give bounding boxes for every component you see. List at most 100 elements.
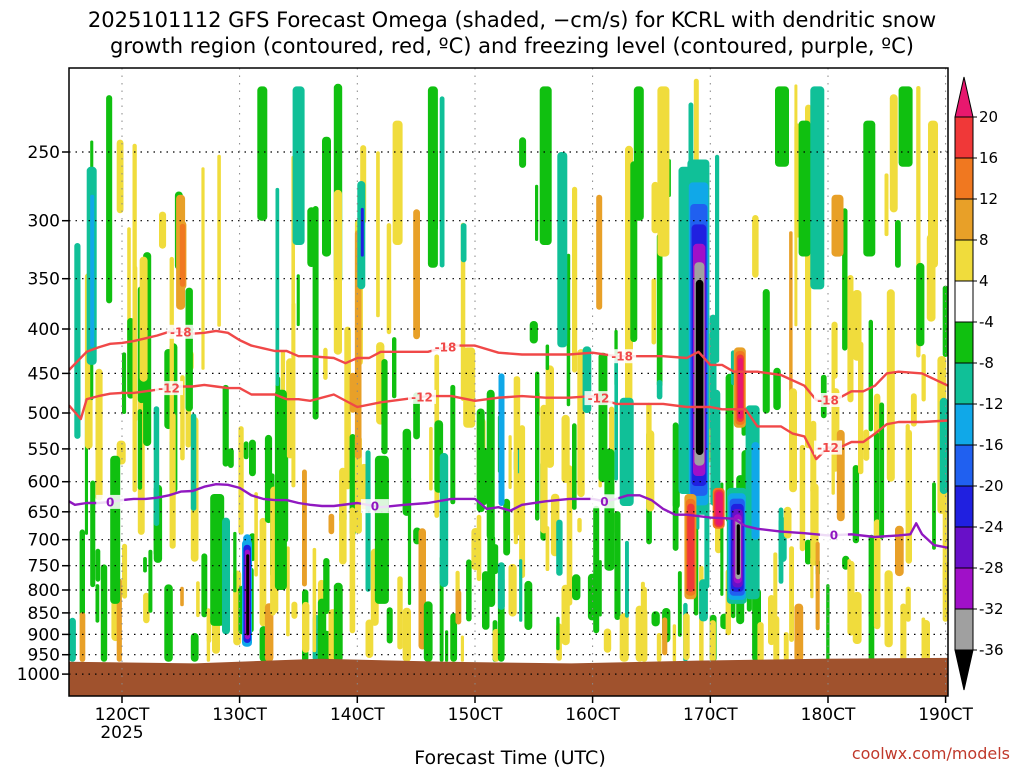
omega-cell <box>482 448 487 505</box>
omega-cell <box>508 435 512 489</box>
omega-cell <box>439 96 445 268</box>
omega-cell <box>789 546 794 642</box>
omega-cell <box>79 612 86 662</box>
omega-cell <box>810 557 814 599</box>
omega-cell <box>598 352 608 482</box>
omega-feature <box>392 120 403 245</box>
colorbar-label: 8 <box>979 231 989 249</box>
contour-label-bg <box>431 340 460 355</box>
omega-cell <box>942 285 948 357</box>
contour-label-bg <box>360 499 389 514</box>
omega-core-level <box>687 503 695 592</box>
omega-cell <box>423 601 433 662</box>
omega-cell <box>672 624 677 662</box>
omega-cell <box>323 630 331 662</box>
omega-cell <box>476 514 482 582</box>
omega-cell <box>122 543 128 599</box>
omega-cell <box>868 319 873 432</box>
contour-label-bg <box>408 389 436 404</box>
omega-cell <box>858 341 864 475</box>
omega-cell <box>95 548 101 582</box>
omega-cell <box>794 603 804 662</box>
contour-label-bg <box>166 324 195 339</box>
omega-cell <box>810 420 817 494</box>
y-tick-label: 300 <box>28 212 60 232</box>
omega-cell <box>783 506 792 539</box>
omega-cell <box>122 352 127 414</box>
omega-cell <box>773 367 781 411</box>
omega-cell <box>715 521 722 554</box>
omega-feature <box>539 86 552 246</box>
x-tick-label: 180CT <box>801 705 856 725</box>
contour-label: 0 <box>371 500 379 514</box>
omega-cell <box>254 492 258 577</box>
omega-cell <box>291 601 298 619</box>
omega-cell <box>921 354 926 402</box>
omega-cell <box>503 498 511 556</box>
omega-feature <box>374 455 389 604</box>
omega-cell <box>79 529 85 617</box>
omega-cell <box>492 628 500 662</box>
omega-cell <box>873 519 881 630</box>
y-tick-label: 350 <box>28 270 60 290</box>
y-axis: 2503003504004505005506006507007508008509… <box>17 143 69 685</box>
omega-cell <box>429 426 433 491</box>
omega-cell <box>879 402 885 539</box>
omega-cell <box>323 347 328 380</box>
contour-line <box>69 483 948 549</box>
omega-feature <box>831 194 844 257</box>
contour-label: -12 <box>817 441 839 455</box>
omega-cell <box>413 209 420 340</box>
colorbar-swatch <box>954 280 974 323</box>
omega-cell <box>513 376 518 545</box>
omega-core-level <box>736 524 740 575</box>
omega-cell <box>889 94 898 213</box>
colorbar-swatch <box>954 321 974 364</box>
omega-cell <box>677 571 682 637</box>
omega-cell <box>180 586 184 607</box>
omega-feature <box>710 389 721 506</box>
omega-cell <box>619 613 629 662</box>
colorbar-swatch <box>954 198 974 241</box>
omega-cell <box>651 278 657 345</box>
omega-cell <box>884 173 889 237</box>
omega-cell <box>826 584 830 662</box>
omega-feature <box>775 86 789 167</box>
omega-cell <box>148 549 153 613</box>
contour-label: 0 <box>106 495 114 509</box>
omega-cell <box>466 559 472 622</box>
omega-cell <box>884 570 893 648</box>
omega-feature <box>898 86 913 167</box>
omega-feature <box>596 194 603 310</box>
omega-feature <box>886 289 895 482</box>
colorbar-label: 16 <box>979 149 998 167</box>
y-tick-label: 400 <box>28 320 60 340</box>
y-tick-label: 250 <box>28 143 60 163</box>
omega-cell <box>259 517 267 627</box>
omega-cell <box>709 620 716 662</box>
contour-label-bg <box>819 528 848 543</box>
y-tick-label: 450 <box>28 364 60 384</box>
omega-feature <box>292 86 305 246</box>
omega-cell <box>656 233 663 388</box>
omega-cell <box>556 519 563 576</box>
omega-shading-layer <box>69 78 948 662</box>
omega-cell <box>545 344 550 371</box>
omega-core-level <box>246 554 250 636</box>
omega-cell <box>715 154 720 363</box>
omega-cell <box>656 633 662 662</box>
omega-cell <box>773 552 778 618</box>
omega-cell <box>916 262 925 347</box>
x-axis-label: Forecast Time (UTC) <box>414 747 605 768</box>
omega-feature <box>557 152 568 348</box>
omega-cell <box>217 154 221 327</box>
omega-cell <box>783 632 789 662</box>
omega-cell <box>614 359 618 481</box>
omega-cell <box>169 256 174 444</box>
chart-title-line-1: 2025101112 GFS Forecast Omega (shaded, −… <box>88 8 936 32</box>
x-tick-label: 140CT <box>330 705 385 725</box>
omega-cell <box>95 368 103 501</box>
omega-feature <box>657 86 670 257</box>
contour-label-bg <box>584 391 613 406</box>
omega-feature <box>210 494 225 626</box>
